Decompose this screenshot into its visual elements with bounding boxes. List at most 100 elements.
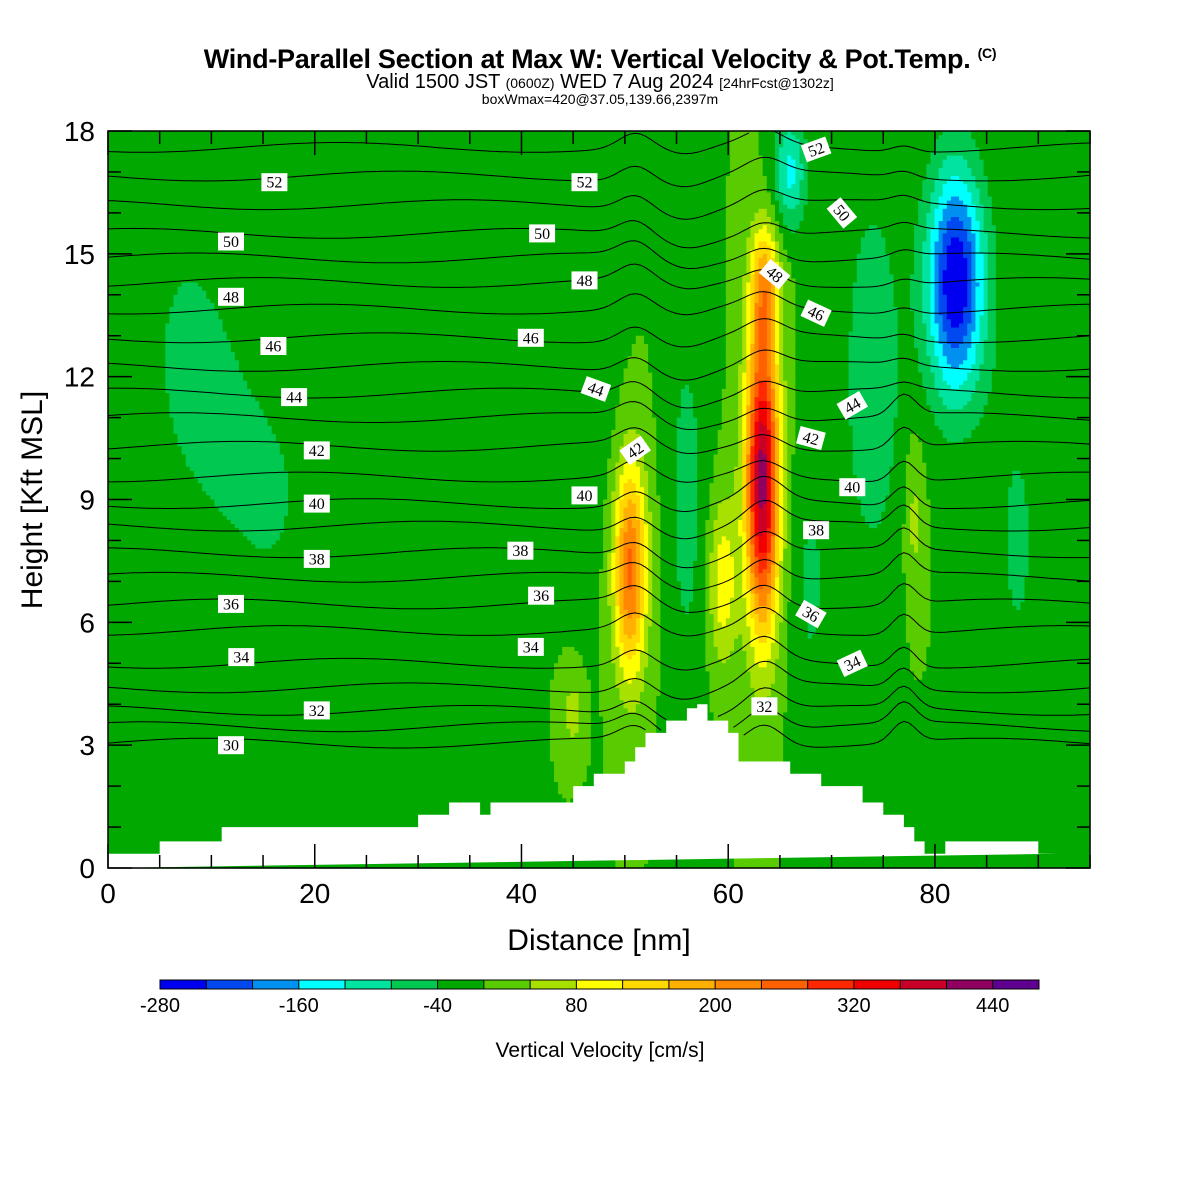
velocity-cell <box>247 536 281 542</box>
velocity-cell <box>975 290 985 296</box>
velocity-cell <box>934 352 944 357</box>
velocity-cell <box>975 348 985 353</box>
velocity-cell <box>639 479 649 484</box>
velocity-cell <box>652 597 661 603</box>
velocity-cell <box>774 159 780 165</box>
colorbar-tick-label: 200 <box>698 995 731 1017</box>
velocity-cell <box>807 176 927 181</box>
velocity-cell <box>619 388 653 394</box>
velocity-cell <box>791 503 862 509</box>
velocity-cell <box>803 548 821 554</box>
velocity-cell <box>750 274 756 279</box>
velocity-cell <box>689 605 706 611</box>
velocity-cell <box>893 302 911 308</box>
velocity-cell <box>652 585 661 591</box>
velocity-cell <box>742 519 747 525</box>
velocity-cell <box>909 515 919 521</box>
velocity-cell <box>783 605 788 611</box>
velocity-cell <box>725 266 747 271</box>
velocity-cell <box>750 331 756 337</box>
velocity-cell <box>108 360 166 365</box>
velocity-cell <box>971 433 1091 439</box>
velocity-cell <box>639 700 657 705</box>
velocity-cell <box>705 626 715 632</box>
velocity-cell <box>623 483 637 488</box>
velocity-cell <box>926 655 1091 660</box>
velocity-cell <box>930 266 936 271</box>
velocity-cell <box>639 610 645 615</box>
velocity-cell <box>779 384 784 390</box>
velocity-cell <box>758 569 764 574</box>
velocity-cell <box>754 348 760 353</box>
velocity-cell <box>660 528 678 533</box>
velocity-cell <box>644 597 649 603</box>
velocity-cell <box>582 663 600 668</box>
velocity-cell <box>770 368 776 374</box>
velocity-cell <box>815 605 907 611</box>
velocity-cell <box>553 777 588 783</box>
velocity-cell <box>783 143 801 148</box>
velocity-cell <box>754 413 760 419</box>
velocity-cell <box>934 315 944 320</box>
velocity-cell <box>983 159 1091 165</box>
theta-label-text: 48 <box>223 289 239 306</box>
velocity-cell <box>611 519 616 525</box>
velocity-cell <box>901 524 911 529</box>
velocity-cell <box>766 466 772 472</box>
velocity-cell <box>934 298 940 304</box>
velocity-cell <box>108 266 727 271</box>
velocity-cell <box>648 470 657 476</box>
velocity-cell <box>108 720 551 726</box>
velocity-cell <box>746 266 751 271</box>
velocity-cell <box>848 348 899 353</box>
velocity-cell <box>922 262 932 267</box>
velocity-cell <box>807 167 927 173</box>
theta-label-text: 38 <box>309 551 325 568</box>
velocity-cell <box>746 397 751 402</box>
velocity-cell <box>787 675 915 681</box>
velocity-cell <box>815 540 903 546</box>
velocity-cell <box>995 290 1091 296</box>
velocity-cell <box>856 487 891 492</box>
velocity-cell <box>779 208 805 214</box>
velocity-cell <box>619 458 629 464</box>
velocity-cell <box>721 421 739 427</box>
velocity-cell <box>644 524 649 529</box>
velocity-cell <box>787 532 792 537</box>
velocity-cell <box>942 249 948 255</box>
velocity-cell <box>725 229 751 234</box>
velocity-cell <box>635 675 645 681</box>
velocity-cell <box>774 638 780 644</box>
velocity-cell <box>746 507 751 513</box>
velocity-cell <box>738 393 743 398</box>
velocity-cell <box>725 241 747 247</box>
velocity-cell <box>108 282 183 288</box>
velocity-cell <box>758 286 772 292</box>
velocity-cell <box>987 401 1091 406</box>
velocity-cell <box>975 266 985 271</box>
velocity-cell <box>705 544 715 550</box>
velocity-cell <box>721 413 739 419</box>
velocity-cell <box>950 176 960 181</box>
velocity-cell <box>599 646 612 652</box>
velocity-cell <box>742 278 751 284</box>
velocity-cell <box>607 593 616 599</box>
velocity-cell <box>746 262 751 267</box>
velocity-cell <box>717 614 731 619</box>
velocity-cell <box>738 446 743 451</box>
velocity-cell <box>930 356 940 361</box>
velocity-cell <box>926 646 1091 652</box>
velocity-cell <box>729 147 760 153</box>
velocity-cell <box>627 499 633 505</box>
velocity-cell <box>754 503 760 509</box>
velocity-cell <box>693 413 723 419</box>
theta-contour-line <box>107 499 1091 540</box>
velocity-cell <box>754 397 768 402</box>
velocity-cell <box>783 765 1091 771</box>
velocity-cell <box>705 532 715 537</box>
velocity-cell <box>909 282 923 288</box>
velocity-cell <box>680 585 694 591</box>
velocity-cell <box>566 712 580 718</box>
velocity-cell <box>819 601 907 607</box>
velocity-cell <box>787 622 809 628</box>
